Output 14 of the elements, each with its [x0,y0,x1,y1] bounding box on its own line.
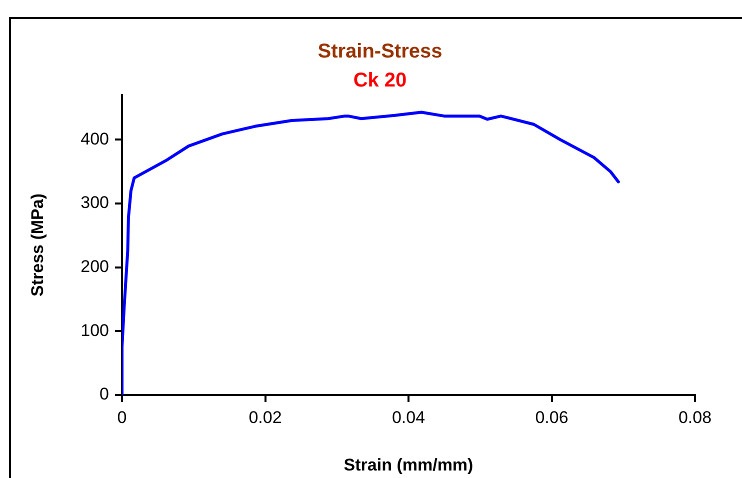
y-tick-label: 100 [80,320,109,340]
x-tick-label: 0.08 [678,408,712,427]
y-tick-label: 300 [80,193,109,212]
y-tick-label: 200 [80,257,109,276]
y-axis-title: Stress (MPa) [28,194,47,296]
y-tick-label: 400 [80,129,109,148]
x-axis-title: Strain (mm/mm) [344,455,474,474]
y-tick-label: 0 [100,384,109,404]
chart-subtitle: Ck 20 [353,70,407,92]
chart-title: Strain-Stress [318,40,442,63]
x-tick-label: 0.06 [535,408,568,427]
x-tick-label: 0.04 [392,408,426,427]
x-tick-label: 0 [117,408,127,427]
x-tick-label: 0.02 [248,408,282,427]
